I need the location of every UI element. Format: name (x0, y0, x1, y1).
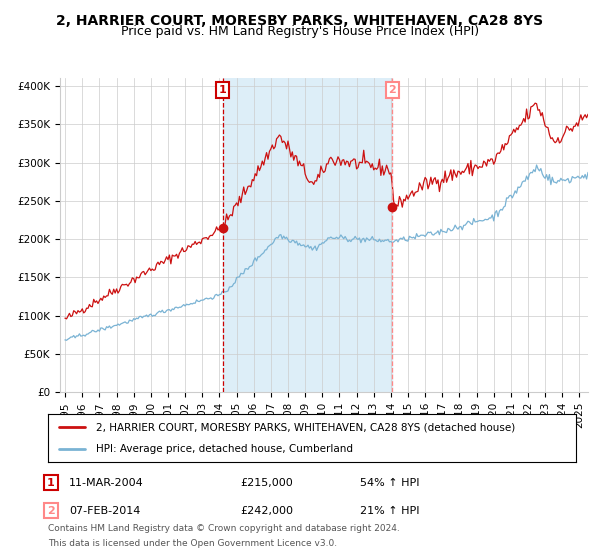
Text: Contains HM Land Registry data © Crown copyright and database right 2024.: Contains HM Land Registry data © Crown c… (48, 524, 400, 533)
Text: £242,000: £242,000 (240, 506, 293, 516)
Text: 54% ↑ HPI: 54% ↑ HPI (360, 478, 419, 488)
Text: 1: 1 (219, 85, 227, 95)
Text: 2: 2 (47, 506, 55, 516)
Text: 07-FEB-2014: 07-FEB-2014 (69, 506, 140, 516)
Text: £215,000: £215,000 (240, 478, 293, 488)
Text: This data is licensed under the Open Government Licence v3.0.: This data is licensed under the Open Gov… (48, 539, 337, 548)
Text: 11-MAR-2004: 11-MAR-2004 (69, 478, 144, 488)
Text: 2, HARRIER COURT, MORESBY PARKS, WHITEHAVEN, CA28 8YS (detached house): 2, HARRIER COURT, MORESBY PARKS, WHITEHA… (95, 423, 515, 433)
Text: 2, HARRIER COURT, MORESBY PARKS, WHITEHAVEN, CA28 8YS: 2, HARRIER COURT, MORESBY PARKS, WHITEHA… (56, 14, 544, 28)
Text: Price paid vs. HM Land Registry's House Price Index (HPI): Price paid vs. HM Land Registry's House … (121, 25, 479, 38)
Text: 21% ↑ HPI: 21% ↑ HPI (360, 506, 419, 516)
Text: HPI: Average price, detached house, Cumberland: HPI: Average price, detached house, Cumb… (95, 444, 353, 454)
Text: 1: 1 (47, 478, 55, 488)
Bar (223, 78, 392, 392)
Text: 2: 2 (389, 85, 396, 95)
